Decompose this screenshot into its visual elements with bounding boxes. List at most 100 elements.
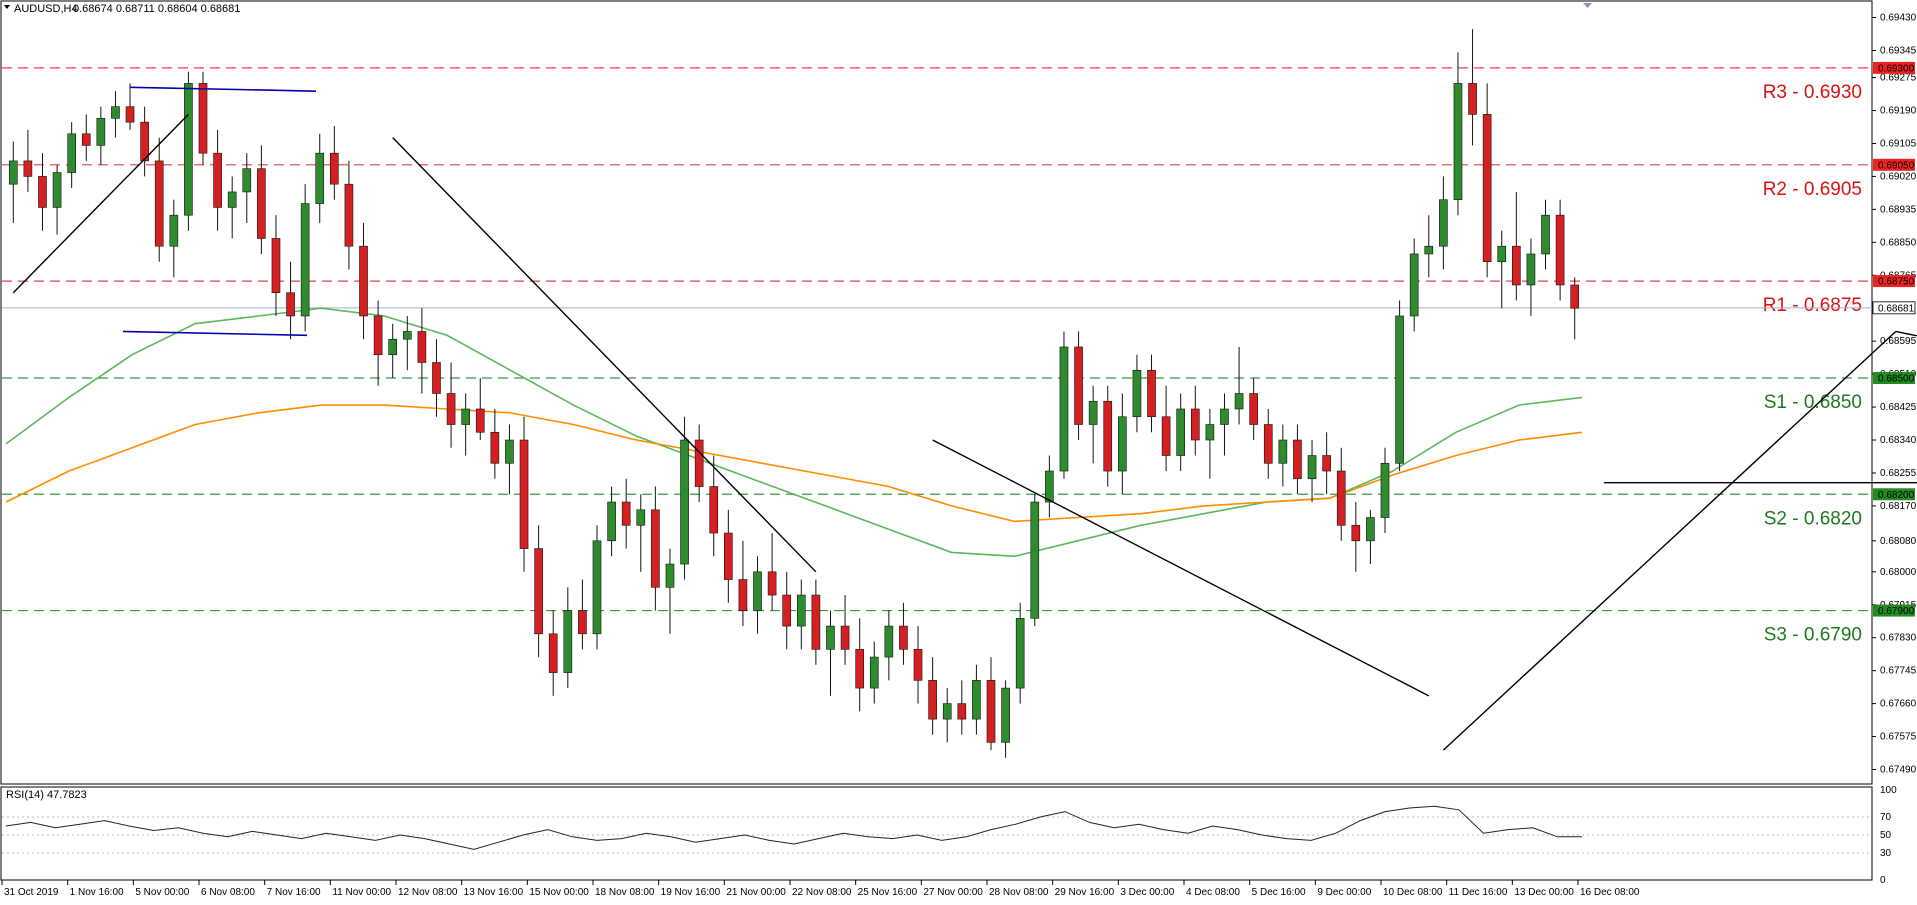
- candle[interactable]: [1395, 300, 1404, 472]
- candle[interactable]: [1059, 331, 1069, 479]
- candle[interactable]: [154, 137, 164, 262]
- candle[interactable]: [96, 106, 106, 165]
- candle[interactable]: [402, 315, 412, 371]
- candle[interactable]: [52, 164, 62, 235]
- candle[interactable]: [1015, 602, 1025, 704]
- candle[interactable]: [242, 153, 252, 223]
- candle[interactable]: [1234, 346, 1244, 425]
- candle[interactable]: [1045, 455, 1054, 518]
- candle[interactable]: [38, 153, 47, 231]
- trendline[interactable]: [392, 137, 817, 573]
- candle[interactable]: [271, 215, 281, 316]
- candle[interactable]: [67, 122, 76, 189]
- candle[interactable]: [1380, 447, 1390, 534]
- candle[interactable]: [432, 339, 441, 417]
- candle[interactable]: [1278, 424, 1288, 487]
- candle[interactable]: [1322, 432, 1331, 495]
- candle[interactable]: [1541, 199, 1550, 270]
- candle[interactable]: [796, 579, 806, 650]
- candle[interactable]: [899, 602, 908, 665]
- candle[interactable]: [1132, 354, 1142, 433]
- candle[interactable]: [461, 393, 470, 456]
- candle[interactable]: [811, 579, 821, 665]
- candle[interactable]: [1336, 447, 1346, 541]
- trendline[interactable]: [932, 439, 1430, 697]
- candle[interactable]: [184, 71, 193, 231]
- candle[interactable]: [300, 184, 310, 332]
- candle[interactable]: [373, 300, 383, 386]
- candle[interactable]: [1351, 502, 1361, 572]
- candle[interactable]: [23, 129, 33, 192]
- candle[interactable]: [1293, 424, 1302, 495]
- candle[interactable]: [972, 664, 981, 735]
- candle[interactable]: [198, 71, 208, 165]
- candle[interactable]: [1030, 494, 1040, 627]
- candle[interactable]: [986, 657, 996, 751]
- trendline[interactable]: [1442, 330, 1897, 751]
- range-bottom-line[interactable]: [122, 330, 308, 337]
- candle[interactable]: [607, 486, 616, 557]
- candle[interactable]: [1482, 83, 1492, 278]
- candle[interactable]: [1424, 215, 1434, 278]
- range-top-line[interactable]: [129, 86, 317, 92]
- candle[interactable]: [942, 688, 952, 743]
- candle[interactable]: [680, 416, 689, 580]
- candle[interactable]: [1161, 385, 1171, 472]
- candle[interactable]: [1307, 440, 1317, 503]
- candle[interactable]: [1439, 176, 1448, 270]
- candle[interactable]: [475, 377, 485, 441]
- candle[interactable]: [330, 126, 339, 200]
- candle[interactable]: [315, 133, 325, 223]
- candle[interactable]: [1074, 331, 1083, 441]
- candle[interactable]: [417, 308, 427, 394]
- candle[interactable]: [519, 416, 529, 572]
- candle[interactable]: [840, 595, 850, 665]
- candle[interactable]: [1468, 29, 1477, 146]
- candle[interactable]: [884, 610, 894, 681]
- candle[interactable]: [913, 626, 923, 704]
- candle[interactable]: [709, 455, 719, 557]
- candle[interactable]: [257, 145, 266, 254]
- candle[interactable]: [928, 657, 937, 735]
- candle[interactable]: [621, 478, 631, 549]
- candle[interactable]: [446, 362, 456, 448]
- collapse-triangle-icon[interactable]: [4, 5, 10, 9]
- candle[interactable]: [1190, 385, 1200, 456]
- candle[interactable]: [505, 424, 514, 495]
- candle[interactable]: [125, 83, 135, 130]
- candle[interactable]: [140, 106, 149, 177]
- trendline[interactable]: [12, 113, 189, 294]
- candle[interactable]: [359, 222, 368, 340]
- candle[interactable]: [169, 199, 179, 278]
- candle[interactable]: [1001, 680, 1010, 758]
- candle[interactable]: [1147, 354, 1156, 433]
- candle[interactable]: [578, 579, 587, 650]
- candle[interactable]: [1409, 238, 1419, 332]
- candle[interactable]: [563, 587, 573, 689]
- candle[interactable]: [1497, 230, 1507, 309]
- candle[interactable]: [855, 618, 864, 712]
- candle[interactable]: [111, 91, 120, 138]
- candle[interactable]: [1263, 409, 1273, 479]
- candle[interactable]: [8, 141, 18, 223]
- candle[interactable]: [1526, 238, 1536, 316]
- candle[interactable]: [1220, 393, 1229, 456]
- candle[interactable]: [869, 641, 879, 704]
- candle[interactable]: [651, 486, 660, 611]
- candle[interactable]: [592, 525, 602, 650]
- candle[interactable]: [1570, 277, 1580, 340]
- candle[interactable]: [724, 509, 733, 603]
- candle[interactable]: [957, 680, 967, 735]
- candle[interactable]: [548, 610, 558, 696]
- candle[interactable]: [1512, 191, 1521, 301]
- candle[interactable]: [665, 548, 675, 634]
- candle[interactable]: [534, 525, 543, 658]
- candle[interactable]: [1205, 409, 1215, 479]
- candle[interactable]: [767, 533, 777, 611]
- candle[interactable]: [1088, 385, 1098, 464]
- candle[interactable]: [1176, 393, 1186, 472]
- candle[interactable]: [738, 540, 748, 627]
- candle[interactable]: [388, 323, 398, 378]
- candle[interactable]: [81, 114, 91, 161]
